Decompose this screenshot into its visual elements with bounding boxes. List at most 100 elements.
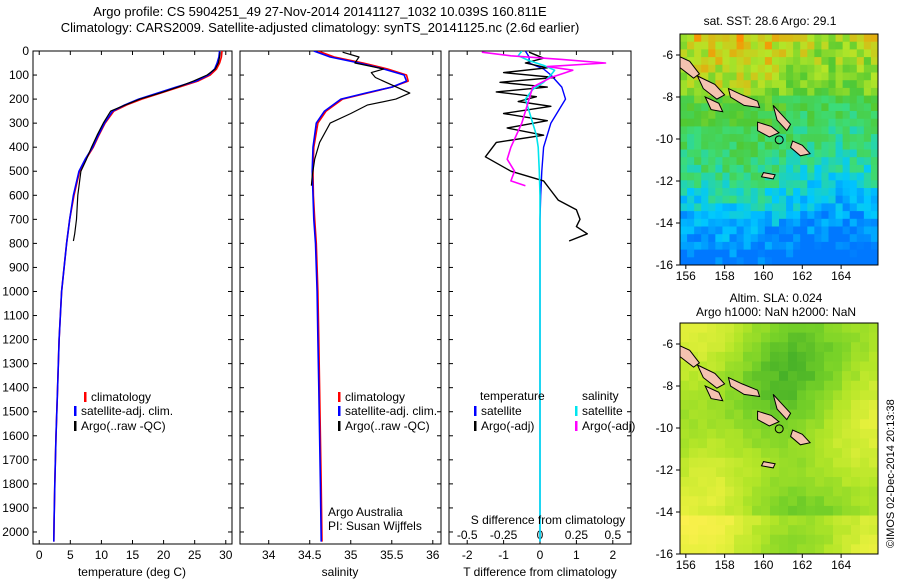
- sla-cell: [788, 419, 798, 430]
- x-tick-label: -2: [462, 548, 473, 562]
- sst-cell: [835, 180, 844, 189]
- sla-cell: [752, 351, 762, 363]
- sla-cell: [860, 342, 870, 353]
- sst-cell: [729, 49, 738, 58]
- sla-cell: [743, 477, 753, 488]
- sla-cell: [752, 486, 762, 497]
- sla-cell: [842, 448, 852, 459]
- sla-cell: [797, 515, 807, 526]
- sst-cell: [807, 141, 815, 151]
- sst-cell: [786, 64, 794, 74]
- sla-cell: [680, 467, 690, 478]
- sst-cell: [800, 211, 808, 220]
- sst-cell: [835, 118, 844, 127]
- sst-cell: [771, 95, 780, 104]
- x-tick-label: -1: [498, 548, 509, 562]
- sst-cell: [863, 134, 872, 143]
- sst-cell: [729, 172, 738, 181]
- sst-cell: [842, 49, 851, 58]
- sst-cell: [750, 126, 759, 135]
- sst-cell: [722, 149, 731, 158]
- sst-cell: [786, 172, 794, 181]
- sla-cell: [770, 467, 780, 478]
- lat-tick-label: -16: [656, 258, 674, 272]
- sst-cell: [814, 49, 823, 58]
- sst-cell: [764, 203, 773, 212]
- sst-cell: [687, 195, 695, 204]
- depth-tick-label: 1900: [2, 501, 29, 515]
- sst-cell: [743, 41, 752, 50]
- sst-cell: [750, 203, 759, 212]
- sst-cell: [680, 34, 688, 43]
- sst-cell: [722, 34, 731, 43]
- sst-cell: [736, 218, 745, 228]
- sst-cell: [856, 172, 865, 181]
- sla-cell: [851, 342, 861, 353]
- sst-cell: [842, 103, 851, 112]
- sst-cell: [743, 57, 752, 66]
- sla-cell: [680, 400, 690, 411]
- legend-head-temperature: temperature: [480, 389, 545, 403]
- sla-cell: [743, 409, 753, 420]
- sla-cell: [833, 438, 843, 449]
- sst-cell: [814, 218, 823, 228]
- sla-cell: [716, 419, 726, 430]
- sla-cell: [698, 544, 708, 554]
- sst-cell: [807, 249, 815, 258]
- sla-cell: [752, 505, 762, 517]
- sla-cell: [743, 342, 753, 353]
- sst-cell: [856, 257, 865, 265]
- sst-cell: [708, 203, 716, 212]
- sst-cell: [835, 249, 844, 258]
- sst-cell: [694, 49, 702, 58]
- sst-cell: [701, 49, 709, 58]
- sst-cell: [793, 41, 801, 50]
- sst-cell: [828, 188, 837, 197]
- sst-cell: [856, 64, 865, 74]
- sst-cell: [842, 249, 851, 258]
- sst-cell: [814, 226, 823, 235]
- legend-label: satellite: [582, 404, 623, 418]
- sst-cell: [743, 34, 752, 43]
- sla-island: [696, 363, 726, 389]
- sst-cell: [793, 203, 801, 212]
- sla-cell: [761, 323, 771, 334]
- sla-cell: [806, 342, 816, 353]
- sst-cell: [793, 87, 801, 97]
- sla-cell: [770, 486, 780, 497]
- sst-cell: [694, 211, 702, 220]
- sla-cell: [779, 438, 789, 449]
- sst-cell: [722, 49, 731, 58]
- sst-cell: [736, 80, 745, 89]
- depth-tick-label: 800: [9, 236, 29, 250]
- sst-cell: [694, 257, 702, 265]
- sla-cell: [698, 342, 708, 353]
- sst-cell: [835, 172, 844, 181]
- sst-cell: [828, 64, 837, 74]
- sst-cell: [821, 149, 830, 158]
- sst-cell: [835, 241, 844, 251]
- sst-cell: [856, 49, 865, 58]
- sst-cell: [757, 195, 766, 204]
- sst-cell: [863, 80, 872, 89]
- sst-map: [680, 34, 878, 265]
- sla-cell: [833, 467, 843, 478]
- sst-cell: [722, 195, 731, 204]
- sst-cell: [708, 111, 716, 120]
- sst-cell: [750, 87, 759, 97]
- sst-cell: [786, 87, 794, 97]
- x-tick-label: 35.5: [380, 548, 404, 562]
- sst-cell: [814, 241, 823, 251]
- sla-cell: [860, 380, 870, 391]
- legend-label: satellite: [481, 404, 522, 418]
- sst-cell: [736, 249, 745, 258]
- title-line-2: Climatology: CARS2009. Satellite-adjuste…: [60, 20, 580, 35]
- sla-cell: [698, 505, 708, 517]
- sst-cell: [870, 64, 878, 74]
- sst-cell: [736, 64, 745, 74]
- sst-cell: [743, 87, 752, 97]
- sst-cell: [786, 34, 794, 43]
- sst-cell: [863, 218, 872, 228]
- sla-cell: [851, 351, 861, 363]
- sst-cell: [757, 180, 766, 189]
